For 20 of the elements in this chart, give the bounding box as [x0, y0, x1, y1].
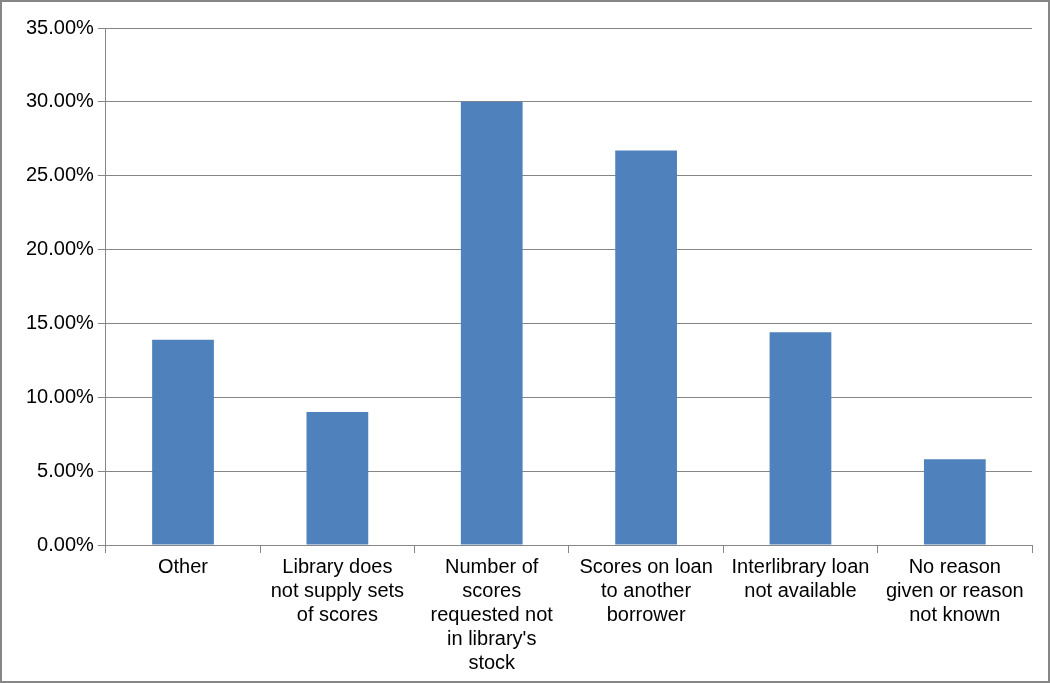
x-tick-label: Interlibrary loan not available — [731, 554, 870, 601]
bar — [306, 412, 369, 545]
x-tick-label: Library does not supply sets of scores — [270, 554, 405, 625]
y-tick-label: 30.00% — [25, 89, 95, 112]
x-tick-label: Scores on loan to another borrower — [579, 554, 713, 625]
x-tick-label: Number of scores requested not in library's stock — [430, 554, 554, 673]
y-tick-label: 35.00% — [25, 15, 95, 38]
y-tick-label: 25.00% — [25, 163, 95, 186]
x-tick-label: No reason given or reason not known — [885, 554, 1024, 625]
y-tick-label: 10.00% — [25, 384, 95, 407]
bar — [615, 150, 677, 545]
x-tick-label: Other — [158, 554, 209, 577]
bar — [460, 101, 523, 545]
bar — [923, 459, 986, 545]
bar — [152, 339, 214, 545]
y-tick-label: 5.00% — [37, 458, 95, 481]
y-tick-label: 20.00% — [25, 237, 95, 260]
y-tick-label: 15.00% — [25, 310, 95, 333]
bar — [769, 332, 832, 545]
y-tick-label: 0.00% — [37, 532, 95, 555]
